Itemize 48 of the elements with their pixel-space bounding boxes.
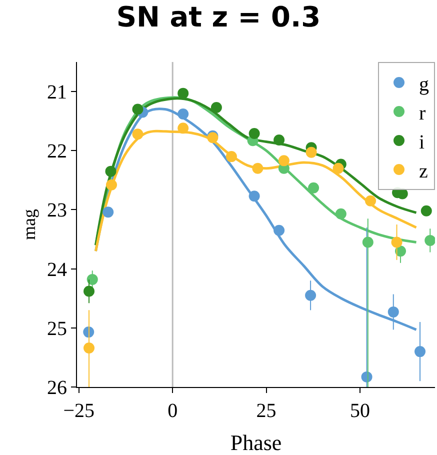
y-axis-title: mag [19, 209, 40, 240]
y-tick-label: 22 [47, 140, 67, 163]
y-tick-label: 23 [47, 200, 67, 222]
point [226, 151, 237, 162]
point [365, 195, 376, 206]
point [106, 179, 117, 190]
point [178, 122, 189, 134]
x-tick-label: 50 [350, 400, 370, 422]
legend-label: z [419, 160, 428, 182]
point [210, 102, 222, 113]
y-tick-label: 26 [47, 377, 67, 399]
point [332, 162, 344, 174]
x-tick-label: 25 [256, 400, 276, 422]
point [248, 190, 260, 202]
legend-label: r [419, 102, 426, 124]
x-axis-title: Phase [230, 430, 282, 455]
point [252, 162, 264, 174]
y-tick-label: 25 [47, 318, 67, 340]
point [414, 346, 426, 358]
point [178, 88, 189, 99]
point [274, 134, 285, 146]
point [424, 234, 435, 246]
point [305, 290, 316, 301]
point [132, 128, 144, 140]
point [362, 236, 374, 248]
y-tick-label: 21 [47, 82, 67, 104]
point [105, 166, 116, 177]
point [306, 146, 317, 158]
point [132, 104, 144, 115]
point [248, 128, 260, 139]
point [308, 182, 320, 194]
x-tick-label: −25 [63, 400, 95, 422]
chart-title: SN at z = 0.3 [116, 0, 321, 34]
point [102, 206, 114, 218]
point [84, 342, 94, 354]
point [86, 274, 98, 285]
legend-label: g [419, 73, 429, 96]
point [388, 306, 399, 318]
point [274, 224, 285, 236]
y-tick-label: 24 [47, 258, 67, 281]
point [84, 286, 94, 297]
legend-label: i [419, 131, 425, 154]
point [335, 208, 346, 220]
point [178, 108, 189, 120]
x-tick-label: 0 [168, 400, 178, 422]
point [278, 155, 290, 166]
point [420, 205, 432, 216]
point [391, 236, 402, 248]
